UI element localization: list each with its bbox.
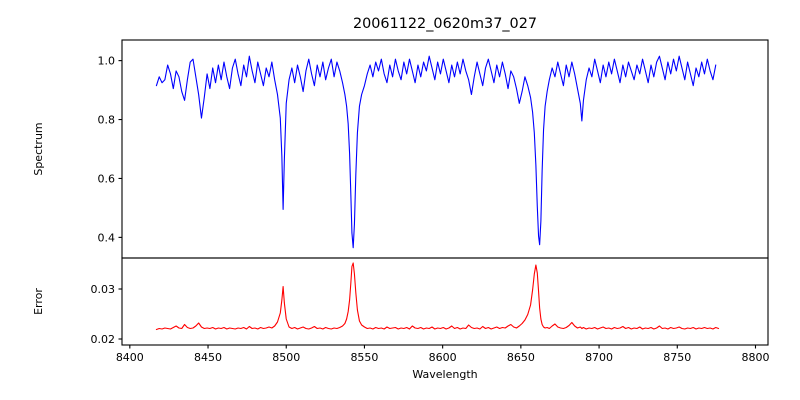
y-tick-label: 1.0 <box>98 55 116 68</box>
x-tick-label: 8600 <box>429 351 457 364</box>
error-panel: 0.02 0.03 8400 8450 8500 8550 8600 8650 8700 875… <box>32 257 769 381</box>
x-tick-label: 8450 <box>194 351 222 364</box>
error-x-ticks: 8400 8450 8500 8550 8600 8650 8700 8750 8800 <box>116 345 769 364</box>
y-tick-label: 0.03 <box>91 283 116 296</box>
spectrum-y-ticks: 0.4 0.6 0.8 1.0 <box>98 55 122 244</box>
x-axis-label: Wavelength <box>412 368 477 381</box>
x-tick-label: 8750 <box>663 351 691 364</box>
x-tick-label: 8550 <box>350 351 378 364</box>
y-tick-label: 0.4 <box>98 231 116 244</box>
y-tick-label: 0.02 <box>91 333 116 346</box>
error-y-ticks: 0.02 0.03 <box>91 283 122 346</box>
x-tick-label: 8500 <box>272 351 300 364</box>
y-tick-label: 0.8 <box>98 114 116 127</box>
error-series <box>155 262 720 331</box>
x-tick-label: 8650 <box>507 351 535 364</box>
error-axes-frame <box>121 257 769 346</box>
spectrum-series <box>155 55 717 249</box>
x-tick-label: 8800 <box>741 351 769 364</box>
chart-title: 20061122_0620m37_027 <box>353 16 537 32</box>
x-tick-label: 8400 <box>116 351 144 364</box>
y-tick-label: 0.6 <box>98 172 116 185</box>
error-y-axis-label: Error <box>32 288 45 315</box>
spectrum-y-axis-label: Spectrum <box>32 122 45 175</box>
x-tick-label: 8700 <box>585 351 613 364</box>
